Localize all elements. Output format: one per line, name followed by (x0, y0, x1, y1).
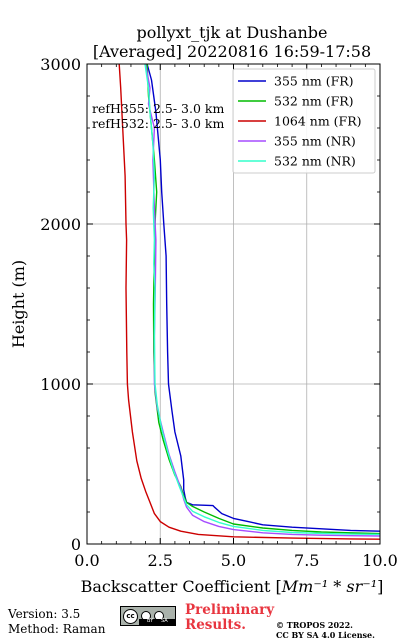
preliminary-results-text: Preliminary Results. (185, 603, 274, 633)
chart-title-line-1: pollyxt_tjk at Dushanbe (136, 23, 327, 42)
y-axis-ticks: 0 1000 2000 3000 (40, 55, 380, 554)
legend-label-0: 355 nm (FR) (274, 74, 354, 89)
copyright-line-1: © TROPOS 2022. (276, 620, 353, 630)
legend: 355 nm (FR) 532 nm (FR) 1064 nm (FR) 355 nm… (232, 68, 376, 174)
y-tick-label: 2000 (40, 215, 81, 234)
x-tick-label: 5.0 (221, 551, 246, 570)
legend-label-4: 532 nm (NR) (274, 154, 356, 169)
legend-entries: 355 nm (FR) 532 nm (FR) 1064 nm (FR) 355 nm… (238, 74, 362, 169)
legend-label-2: 1064 nm (FR) (274, 114, 362, 129)
method-text: Method: Raman (8, 622, 106, 636)
preliminary-line-1: Preliminary (185, 602, 275, 618)
copyright-line-2: CC BY SA 4.0 License. (276, 630, 375, 640)
legend-label-3: 355 nm (NR) (274, 134, 356, 149)
annotation-refh532: refH532: 2.5- 3.0 km (92, 116, 224, 131)
cc-sa-label: SA (161, 618, 168, 624)
x-axis-label-math: Mm⁻¹ * sr⁻¹ (281, 577, 377, 596)
series-line-0 (146, 63, 381, 532)
preliminary-line-2: Results. (185, 617, 246, 633)
version-text: Version: 3.5 (8, 607, 81, 621)
legend-label-1: 532 nm (FR) (274, 94, 354, 109)
y-axis-label: Height (m) (9, 260, 28, 348)
cc-by-label: BY (147, 618, 154, 624)
cc-icon: cc (123, 608, 138, 624)
y-tick-label: 3000 (40, 55, 81, 74)
series-line-4 (144, 63, 381, 536)
cc-license-badge: cc BY SA (120, 606, 176, 626)
x-axis-ticks: 0.0 2.5 5.0 7.5 10.0 (74, 64, 398, 570)
x-tick-label: 10.0 (362, 551, 398, 570)
tropos-copyright: © TROPOS 2022. CC BY SA 4.0 License. (276, 620, 375, 640)
series-lines (118, 63, 381, 540)
cc-badge-strip: BY SA (139, 618, 175, 625)
legend-box (232, 68, 376, 174)
x-axis-label-suffix: ] (377, 577, 383, 596)
x-tick-label: 0.0 (74, 551, 99, 570)
series-line-2 (118, 63, 381, 540)
y-tick-label: 0 (71, 535, 81, 554)
y-tick-label: 1000 (40, 375, 81, 394)
x-axis-label-prefix: Backscatter Coefficient [ (81, 577, 282, 596)
chart-title-line-2: [Averaged] 20220816 16:59-17:58 (93, 42, 371, 61)
x-tick-label: 7.5 (294, 551, 319, 570)
x-tick-label: 2.5 (148, 551, 173, 570)
annotation-refh355: refH355: 2.5- 3.0 km (92, 101, 224, 116)
x-axis-label: Backscatter Coefficient [Mm⁻¹ * sr⁻¹] (81, 577, 384, 596)
